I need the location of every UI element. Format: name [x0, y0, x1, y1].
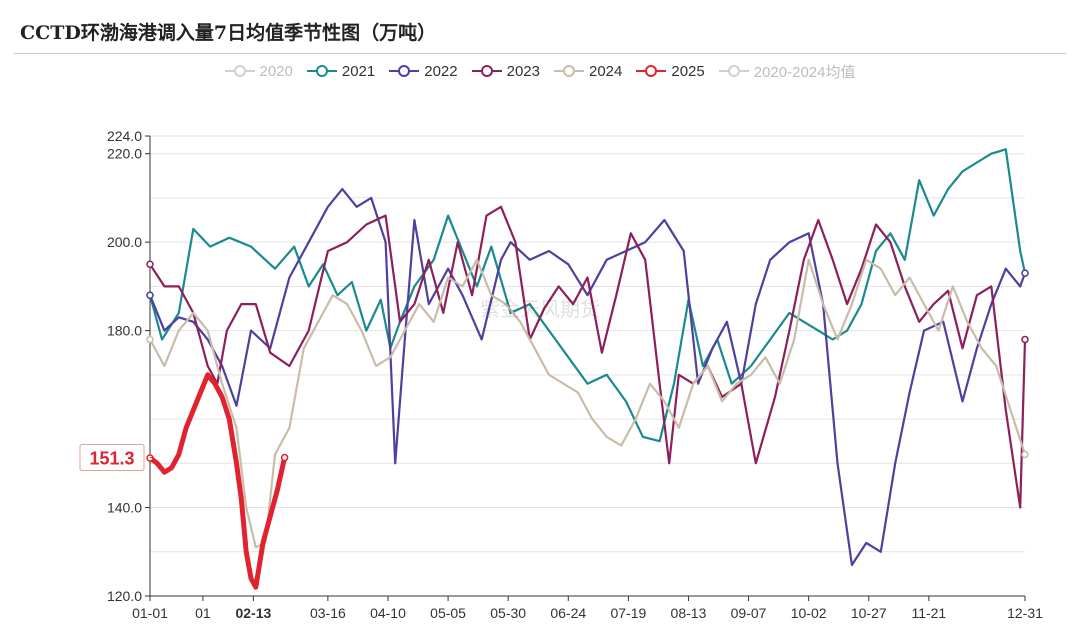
series-point: [1021, 450, 1029, 459]
x-tick-label: 06-24: [550, 605, 586, 621]
x-tick-label: 05-05: [430, 605, 466, 621]
legend-item-2021[interactable]: 2021: [306, 62, 376, 80]
axes: [145, 135, 1026, 601]
current-value-label: 151.3: [89, 449, 134, 469]
series-line-2025: [147, 372, 288, 590]
legend-item-2025[interactable]: 2025: [636, 62, 705, 80]
x-tick-label: 10-27: [851, 605, 887, 621]
y-tick-label: 140.0: [107, 500, 142, 516]
x-tick-label: 05-30: [490, 605, 526, 621]
series-point: [146, 291, 154, 299]
series-line-2024: [148, 258, 1027, 549]
legend-label: 2022: [424, 62, 458, 80]
x-tick-label: 01-01: [132, 605, 168, 621]
legend-line-marker-icon: [389, 65, 420, 77]
legend-line-marker-icon: [471, 65, 502, 77]
legend-line-marker-icon: [306, 65, 337, 77]
title-divider: [14, 53, 1066, 54]
legend-label: 2020-2024均值: [753, 63, 856, 81]
legend-item-2024[interactable]: 2024: [554, 63, 622, 80]
legend-item-2022[interactable]: 2022: [389, 62, 458, 80]
y-tick-label: 180.0: [107, 323, 142, 339]
legend-line-marker-icon: [224, 65, 255, 77]
watermark: 紫金天风期货: [480, 297, 600, 321]
series-point: [146, 260, 154, 269]
series-lines: [146, 148, 1029, 590]
legend-label: 2020: [259, 62, 293, 80]
series-point: [1021, 335, 1029, 344]
legend: 2020 2021 2022 2023 2024 2025 2020-2024均值: [0, 58, 1080, 84]
grid-lines: [150, 135, 1025, 553]
axis-labels: 120.0 140.0 180.0 200.0 220.0 224.0 01-01 01 02-…: [107, 128, 1043, 621]
legend-label: 2021: [341, 62, 376, 80]
series-line-2021: [148, 148, 1027, 443]
x-tick-label: 10-02: [791, 605, 827, 621]
legend-item-2020[interactable]: 2020: [224, 62, 293, 80]
x-tick-label: 01: [195, 605, 211, 621]
series-line-2022: [148, 188, 1027, 567]
legend-label: 2024: [589, 62, 623, 80]
current-value-callout: 151.3: [79, 444, 154, 472]
legend-line-marker-icon: [554, 65, 584, 77]
x-tick-label: 11-21: [911, 605, 946, 621]
series-point: [146, 335, 154, 344]
x-tick-label: 02-13: [235, 605, 271, 621]
x-tick-label: 09-07: [731, 605, 767, 621]
y-tick-label: 224.0: [107, 128, 142, 144]
series-point: [1021, 269, 1029, 277]
x-tick-label: 12-31: [1007, 605, 1043, 621]
current-value-box: [79, 444, 145, 472]
x-tick-label: 04-10: [370, 605, 406, 621]
legend-item-2023[interactable]: 2023: [471, 62, 540, 80]
legend-line-marker-icon: [636, 65, 667, 77]
legend-line-marker-icon: [718, 65, 749, 77]
y-tick-label: 200.0: [107, 234, 142, 250]
series-point: [280, 453, 289, 462]
legend-label: 2025: [671, 62, 705, 80]
y-tick-label: 120.0: [107, 588, 142, 604]
x-tick-label: 08-13: [671, 605, 707, 621]
series-line-2023: [148, 205, 1027, 509]
legend-item-2020-2024均值[interactable]: 2020-2024均值: [718, 61, 856, 82]
x-tick-label: 03-16: [310, 605, 346, 621]
legend-label: 2023: [506, 62, 540, 80]
chart-title: CCTD环渤海港调入量7日均值季节性图（万吨）: [20, 22, 437, 44]
y-tick-label: 220.0: [107, 146, 142, 162]
x-tick-label: 07-19: [610, 605, 646, 621]
